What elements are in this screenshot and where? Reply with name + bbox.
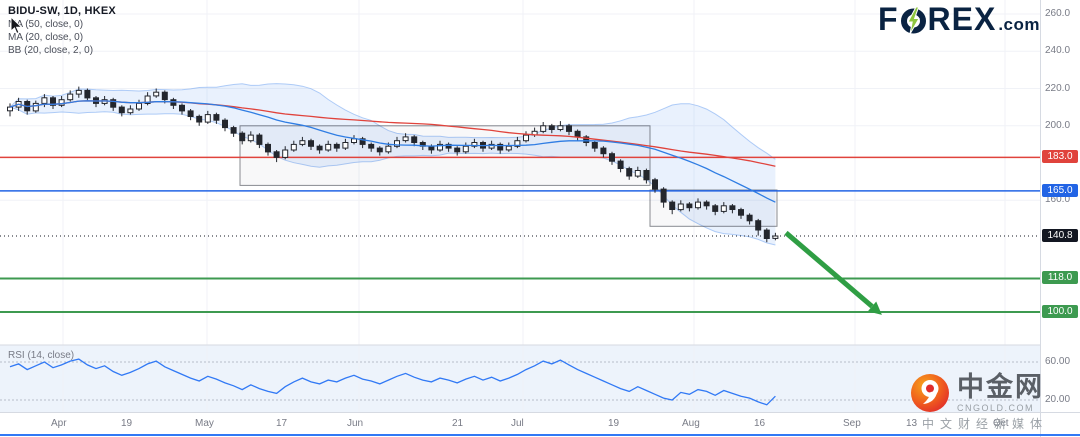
time-tick: Oct [993, 418, 1009, 429]
consolidation-box[interactable] [649, 189, 778, 227]
time-tick: Sep [843, 418, 861, 429]
price-tick: 200.0 [1045, 120, 1071, 131]
forex-logo-part1: F [877, 1, 899, 37]
time-tick: Jun [347, 418, 364, 429]
price-level-label[interactable]: 140.8 [1042, 229, 1078, 242]
time-tick: 19 [121, 418, 133, 429]
time-tick: May [195, 418, 214, 429]
cngold-logo: 中金网 CNGOLD.COM [910, 373, 1044, 413]
price-level-label[interactable]: 165.0 [1042, 184, 1078, 197]
mouse-cursor-icon [10, 17, 23, 35]
time-tick: 13 [906, 418, 918, 429]
bollinger-upper [9, 83, 776, 160]
cngold-name: 中金网 [957, 371, 1044, 402]
rsi-tick: 20.00 [1045, 394, 1071, 405]
rsi-legend[interactable]: RSI (14, close) [8, 350, 75, 361]
time-tick: Aug [682, 418, 700, 429]
bottom-scrollbar[interactable] [0, 434, 1080, 436]
symbol-title[interactable]: BIDU-SW, 1D, HKEX [8, 5, 116, 17]
rsi-tick: 60.00 [1045, 356, 1071, 367]
time-tick: 17 [276, 418, 288, 429]
forex-o-bolt-icon [900, 7, 926, 34]
cngold-swirl-icon [911, 374, 949, 412]
price-tick: 260.0 [1045, 8, 1071, 19]
cngold-tagline: 中文财经新媒体 [921, 417, 1048, 431]
price-tick: 160.0 [1045, 194, 1071, 205]
time-tick: 19 [608, 418, 620, 429]
consolidation-box[interactable] [239, 125, 651, 186]
rsi-panel-bg [0, 345, 1040, 412]
price-axis[interactable]: 260.0 240.0 220.0 200.0 160.0 183.0 165.0 140.8… [1041, 0, 1080, 413]
time-tick: 16 [754, 418, 766, 429]
ma20-line [9, 100, 776, 203]
time-tick: 21 [452, 418, 464, 429]
indicator-ma20[interactable]: MA (20, close, 0) [8, 32, 84, 43]
price-level-label[interactable]: 118.0 [1042, 271, 1078, 284]
forex-logo-suffix: .com [998, 15, 1040, 34]
time-tick: Apr [51, 418, 67, 429]
price-level-label[interactable]: 183.0 [1042, 150, 1078, 163]
price-tick: 240.0 [1045, 45, 1071, 56]
chart-legend: BIDU-SW, 1D, HKEX MA (50, close, 0) MA (… [8, 5, 116, 56]
time-tick: Jul [511, 418, 524, 429]
price-level-label[interactable]: 100.0 [1042, 305, 1078, 318]
rsi-line [9, 358, 776, 406]
time-axis[interactable]: Apr 19 May 17 Jun 21 Jul 19 Aug 16 Sep 13 Oct [0, 413, 1040, 437]
price-tick: 220.0 [1045, 83, 1071, 94]
forex-logo-part2: REX [927, 1, 997, 37]
rsi-axis[interactable]: 60.00 20.00 [1041, 0, 1080, 413]
cngold-domain: CNGOLD.COM [957, 402, 1035, 413]
forex-logo: F REX .com [878, 3, 1040, 35]
trend-arrow[interactable] [784, 230, 882, 315]
indicator-bb[interactable]: BB (20, close, 2, 0) [8, 45, 94, 56]
indicator-ma50[interactable]: MA (50, close, 0) [8, 19, 84, 30]
